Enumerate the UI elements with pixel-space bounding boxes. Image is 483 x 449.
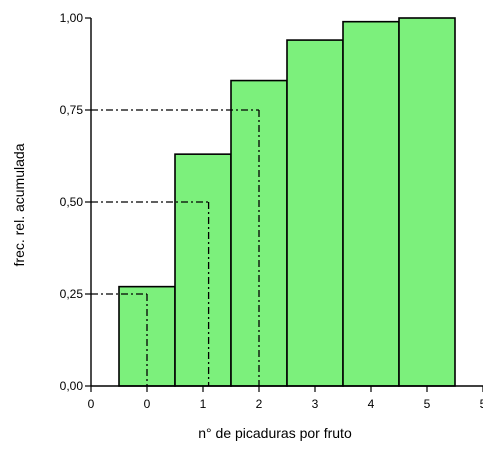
- y-tick-label-0: 0,00: [60, 379, 84, 393]
- bar-3: [286, 39, 344, 387]
- x-tick-label-4: 3: [312, 397, 319, 411]
- x-tick-label-5: 4: [368, 397, 375, 411]
- x-tick-label-1: 0: [144, 397, 151, 411]
- y-axis-label: frec. rel. acumulada: [11, 143, 27, 266]
- percentile-guides: [91, 109, 260, 386]
- y-tick-label-1: 0,25: [60, 287, 84, 301]
- x-tick-label-6: 5: [424, 397, 431, 411]
- x-tick-label-2: 1: [200, 397, 207, 411]
- bar-5: [398, 17, 456, 387]
- y-tick-label-2: 0,50: [60, 195, 84, 209]
- bar-4: [342, 20, 400, 387]
- axes: 0,00 0,25 0,50 0,75 1,00 0 0 1 2 3 4 5 5: [60, 11, 483, 411]
- bar-1: [174, 153, 232, 387]
- x-tick-label-7: 5: [480, 397, 483, 411]
- x-tick-label-3: 2: [256, 397, 263, 411]
- x-tick-label-0: 0: [88, 397, 95, 411]
- y-tick-label-4: 1,00: [60, 11, 84, 25]
- x-axis-label: n° de picaduras por fruto: [198, 425, 352, 441]
- y-tick-label-3: 0,75: [60, 103, 84, 117]
